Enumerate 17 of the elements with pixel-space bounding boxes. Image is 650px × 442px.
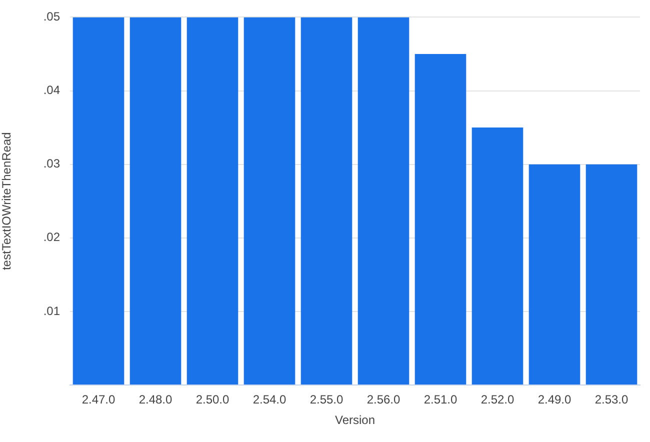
x-tick-label: 2.52.0 <box>480 392 514 407</box>
x-tick-label: 2.53.0 <box>594 392 628 407</box>
y-axis-title: testTextIOWriteThenRead <box>0 132 14 270</box>
x-tick-label: 2.55.0 <box>310 392 344 407</box>
x-tick-label: 2.49.0 <box>538 392 572 407</box>
x-tick-label: 2.56.0 <box>366 392 400 407</box>
x-tick-label: 2.51.0 <box>424 392 458 407</box>
y-tick-label: .01 <box>43 304 60 318</box>
x-tick-label: 2.54.0 <box>252 392 286 407</box>
x-tick-label: 2.48.0 <box>138 392 172 407</box>
y-tick-label: .05 <box>43 10 60 24</box>
x-tick-label: 2.50.0 <box>196 392 230 407</box>
y-tick-label: .03 <box>43 156 60 171</box>
x-axis-title: Version <box>334 413 376 428</box>
y-tick-label: .02 <box>43 230 60 244</box>
y-tick-label: .04 <box>43 83 60 98</box>
x-tick-label: 2.47.0 <box>82 392 116 407</box>
